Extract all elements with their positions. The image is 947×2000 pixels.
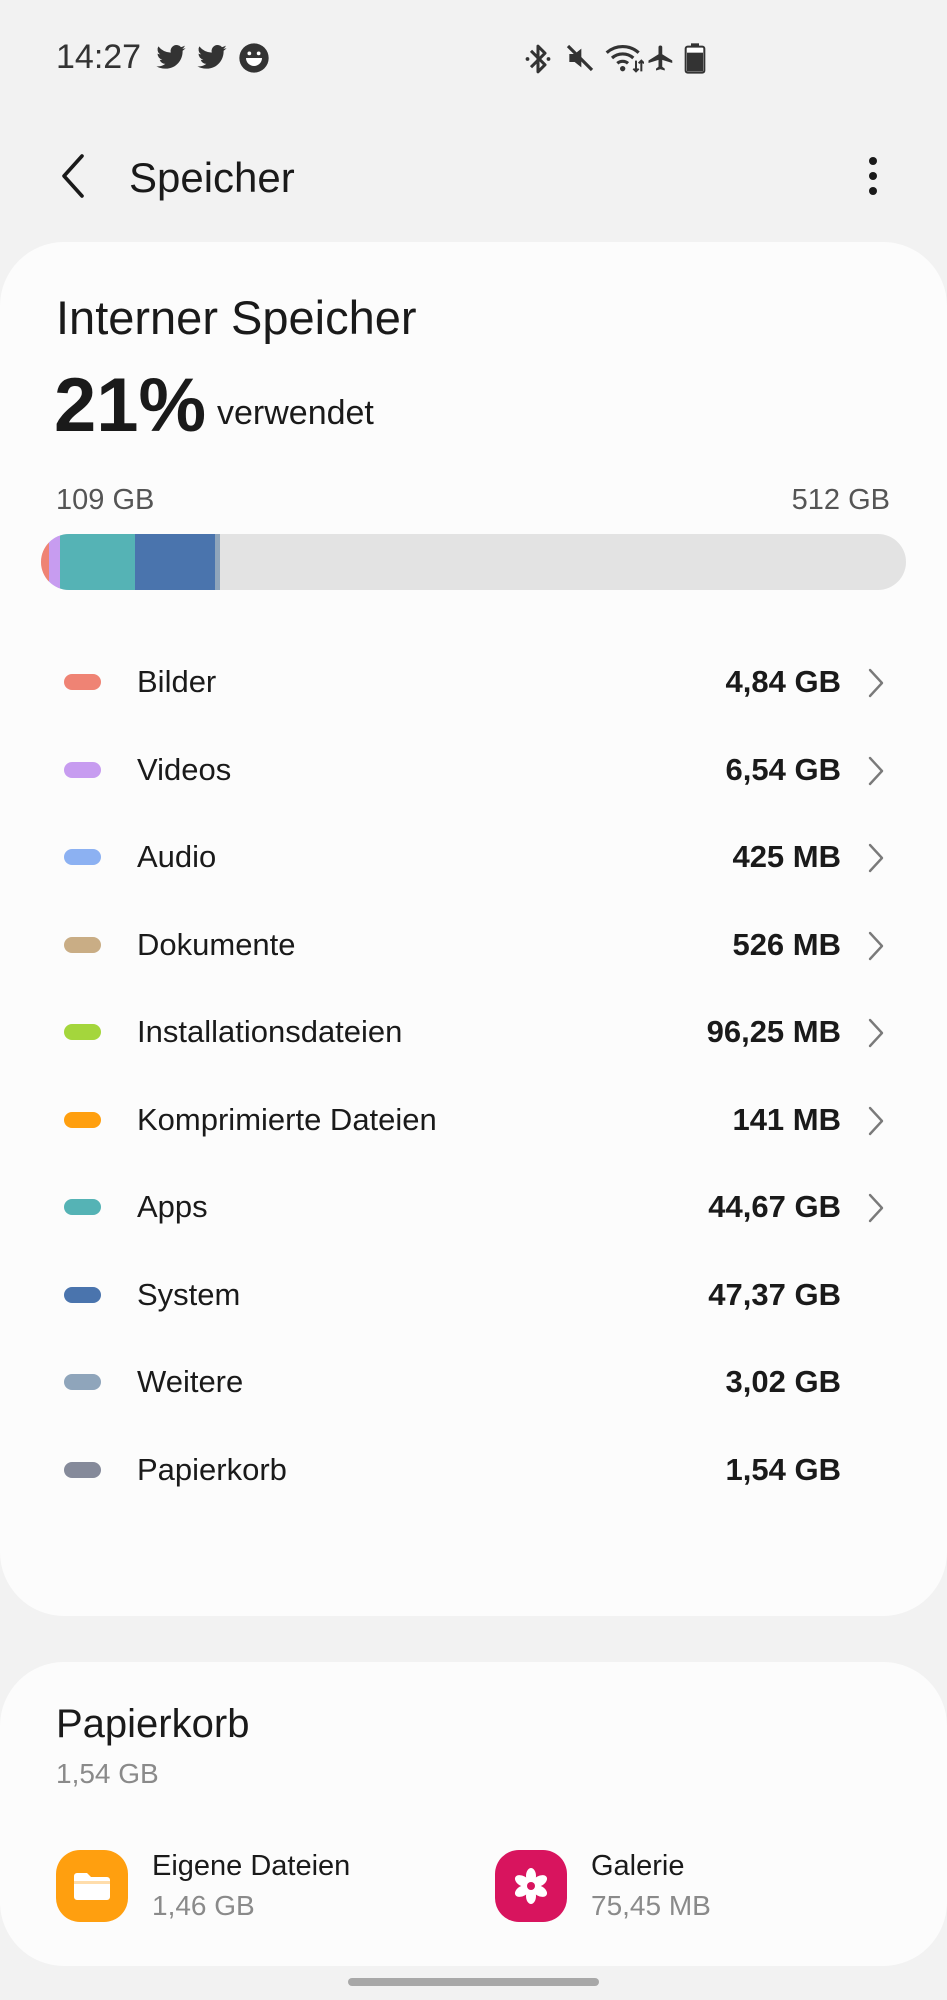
status-time: 14:27 xyxy=(56,38,142,76)
category-row[interactable]: Audio 425 MB xyxy=(0,813,947,901)
storage-bar-segment xyxy=(41,534,49,590)
category-label: Bilder xyxy=(137,664,217,699)
trash-card[interactable]: Papierkorb 1,54 GB Eigene Dateien 1,46 G… xyxy=(0,1662,947,1966)
back-arrow-icon xyxy=(62,154,84,198)
category-label: Weitere xyxy=(137,1364,244,1399)
category-color-dot xyxy=(64,1461,101,1478)
category-size: 526 MB xyxy=(732,926,841,962)
category-size: 141 MB xyxy=(732,1101,841,1137)
trash-item-size: 75,45 MB xyxy=(591,1890,711,1921)
trash-item-gallery[interactable]: Galerie 75,45 MB xyxy=(495,1850,895,1922)
trash-item-name: Eigene Dateien xyxy=(152,1850,351,1882)
category-size: 44,67 GB xyxy=(708,1189,841,1224)
category-row[interactable]: Videos 6,54 GB xyxy=(0,726,947,814)
category-size: 6,54 GB xyxy=(725,751,841,787)
twitter-icon xyxy=(155,42,187,79)
category-color-dot xyxy=(64,1374,101,1390)
chevron-right-icon xyxy=(868,1193,884,1223)
storage-bar-segment xyxy=(214,534,221,590)
storage-bar-segment xyxy=(48,534,61,590)
category-row[interactable]: Komprimierte Dateien 141 MB xyxy=(0,1076,947,1164)
category-row: System 47,37 GB xyxy=(0,1251,947,1339)
category-size: 4,84 GB xyxy=(725,664,841,699)
category-color-dot xyxy=(64,1111,101,1128)
chevron-right-icon xyxy=(868,931,884,960)
category-size: 3,02 GB xyxy=(725,1364,841,1399)
chevron-right-icon xyxy=(868,756,884,785)
trash-item-my-files[interactable]: Eigene Dateien 1,46 GB xyxy=(56,1850,456,1922)
category-label: Apps xyxy=(137,1189,208,1224)
category-list: Bilder 4,84 GB Videos 6,54 GB Audio 425 MB Dok… xyxy=(0,638,947,1513)
chevron-right-icon xyxy=(868,1106,884,1135)
battery-icon xyxy=(684,42,706,79)
internal-storage-card: Interner Speicher 21% verwendet 109 GB 5… xyxy=(0,242,947,1616)
airplane-icon xyxy=(646,42,676,79)
storage-bar-segment xyxy=(135,534,215,590)
storage-capacity: 512 GB xyxy=(791,484,890,516)
category-color-dot xyxy=(64,849,101,865)
category-row: Papierkorb 1,54 GB xyxy=(0,1426,947,1514)
storage-percent: 21% xyxy=(54,363,207,448)
trash-size: 1,54 GB xyxy=(56,1758,159,1789)
back-button[interactable] xyxy=(40,132,104,220)
category-size: 96,25 MB xyxy=(706,1014,841,1049)
category-color-dot xyxy=(64,1024,101,1040)
category-row: Weitere 3,02 GB xyxy=(0,1338,947,1426)
category-size: 47,37 GB xyxy=(708,1276,841,1312)
folder-icon xyxy=(56,1850,128,1922)
category-label: Dokumente xyxy=(137,926,296,962)
more-vertical-icon xyxy=(869,157,877,195)
storage-title: Interner Speicher xyxy=(56,291,417,344)
storage-used-label: verwendet xyxy=(217,394,374,432)
more-options-button[interactable] xyxy=(848,136,898,216)
chevron-right-icon xyxy=(868,668,884,698)
app-bar: Speicher xyxy=(0,116,947,246)
category-row[interactable]: Apps 44,67 GB xyxy=(0,1163,947,1251)
emoji-app-icon xyxy=(238,42,270,79)
category-row[interactable]: Bilder 4,84 GB xyxy=(0,638,947,726)
category-color-dot xyxy=(64,936,101,953)
category-size: 1,54 GB xyxy=(725,1451,841,1487)
category-label: Installationsdateien xyxy=(137,1014,403,1049)
storage-bar-segment xyxy=(60,534,136,590)
trash-item-name: Galerie xyxy=(591,1850,685,1882)
status-bar: 14:27 xyxy=(0,0,947,116)
category-label: Papierkorb xyxy=(137,1451,287,1487)
category-label: Audio xyxy=(137,839,217,874)
gallery-flower-icon xyxy=(495,1850,567,1922)
category-color-dot xyxy=(64,674,101,690)
page-title: Speicher xyxy=(129,154,295,201)
category-size: 425 MB xyxy=(732,839,841,874)
trash-item-size: 1,46 GB xyxy=(152,1890,255,1921)
chevron-right-icon xyxy=(868,843,884,873)
chevron-right-icon xyxy=(868,1018,884,1048)
category-color-dot xyxy=(64,1286,101,1303)
bluetooth-icon xyxy=(524,42,552,81)
trash-title: Papierkorb xyxy=(56,1702,250,1746)
category-color-dot xyxy=(64,761,101,778)
category-label: Videos xyxy=(137,751,232,787)
category-label: Komprimierte Dateien xyxy=(137,1101,437,1137)
category-color-dot xyxy=(64,1199,101,1215)
category-row[interactable]: Dokumente 526 MB xyxy=(0,901,947,989)
category-label: System xyxy=(137,1276,241,1312)
twitter-icon xyxy=(196,42,228,79)
storage-usage-bar xyxy=(41,534,906,590)
storage-used-amount: 109 GB xyxy=(56,484,155,516)
mute-icon xyxy=(564,42,596,79)
category-row[interactable]: Installationsdateien 96,25 MB xyxy=(0,988,947,1076)
home-indicator[interactable] xyxy=(348,1978,599,1986)
wifi-icon xyxy=(604,42,645,79)
